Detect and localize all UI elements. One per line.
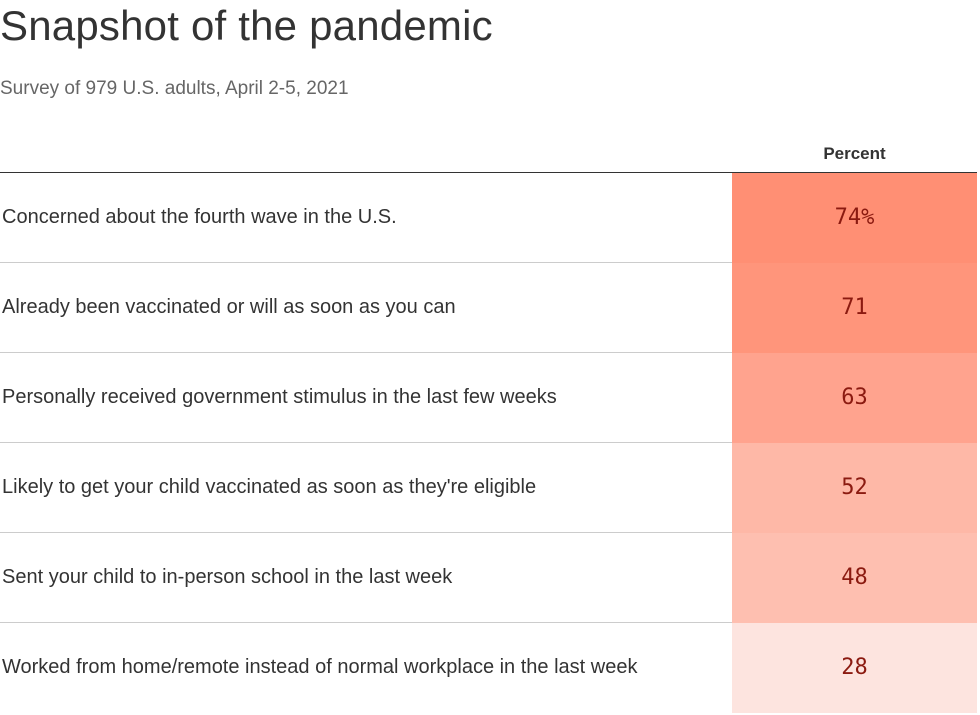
percent-cell: 28 bbox=[732, 623, 977, 713]
row-label: Already been vaccinated or will as soon … bbox=[2, 296, 456, 318]
table-row: Already been vaccinated or will as soon … bbox=[0, 263, 977, 353]
percent-value: 74% bbox=[834, 205, 875, 230]
percent-value: 71 bbox=[841, 295, 868, 320]
percent-cell: 63 bbox=[732, 353, 977, 443]
table-header-row: Percent bbox=[0, 140, 977, 173]
percent-value: 52 bbox=[841, 475, 868, 500]
table-row: Concerned about the fourth wave in the U… bbox=[0, 173, 977, 263]
row-label: Likely to get your child vaccinated as s… bbox=[2, 476, 537, 498]
table-row: Likely to get your child vaccinated as s… bbox=[0, 443, 977, 533]
table-body: Concerned about the fourth wave in the U… bbox=[0, 173, 977, 713]
percent-cell: 52 bbox=[732, 443, 977, 533]
row-label: Worked from home/remote instead of norma… bbox=[2, 656, 638, 678]
percent-cell: 48 bbox=[732, 533, 977, 623]
percent-cell: 71 bbox=[732, 263, 977, 353]
percent-value: 48 bbox=[841, 565, 868, 590]
table-row: Worked from home/remote instead of norma… bbox=[0, 623, 977, 713]
table-row: Personally received government stimulus … bbox=[0, 353, 977, 443]
row-label: Personally received government stimulus … bbox=[2, 386, 557, 408]
row-label: Concerned about the fourth wave in the U… bbox=[2, 206, 397, 228]
table-row: Sent your child to in-person school in t… bbox=[0, 533, 977, 623]
percent-cell: 74% bbox=[732, 173, 977, 263]
percent-value: 28 bbox=[841, 655, 868, 680]
data-table: Percent Concerned about the fourth wave … bbox=[0, 140, 977, 713]
chart-subtitle: Survey of 979 U.S. adults, April 2-5, 20… bbox=[0, 78, 349, 99]
chart-title: Snapshot of the pandemic bbox=[0, 2, 493, 49]
row-label: Sent your child to in-person school in t… bbox=[2, 566, 453, 588]
column-header-percent: Percent bbox=[823, 144, 886, 163]
percent-value: 63 bbox=[841, 385, 868, 410]
